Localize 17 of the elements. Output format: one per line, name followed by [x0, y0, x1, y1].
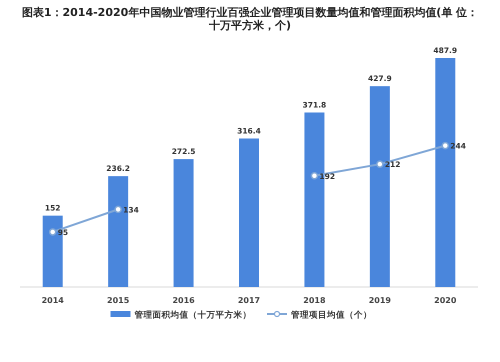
bar	[239, 138, 259, 287]
point	[376, 160, 384, 168]
bar	[174, 159, 194, 287]
x-tick-label: 2018	[303, 296, 326, 305]
x-tick-label: 2020	[434, 296, 457, 305]
legend-label: 管理项目均值（个）	[290, 310, 372, 320]
point	[310, 172, 318, 180]
x-tick-label: 2014	[42, 296, 64, 305]
point	[114, 206, 122, 214]
x-tick-label: 2015	[107, 296, 130, 305]
point	[442, 142, 450, 150]
x-tick-label: 2019	[368, 296, 392, 305]
point	[48, 228, 56, 236]
chart-title: 图表1：2014-2020年中国物业管理行业百强企业管理项目数量均值和管理面积均值(单 位：十万平方米，个)	[20, 6, 480, 32]
x-tick-label: 2016	[172, 296, 196, 305]
legend-label: 管理面积均值（十万平方米）	[134, 310, 252, 320]
x-tick-label: 2017	[238, 296, 260, 305]
